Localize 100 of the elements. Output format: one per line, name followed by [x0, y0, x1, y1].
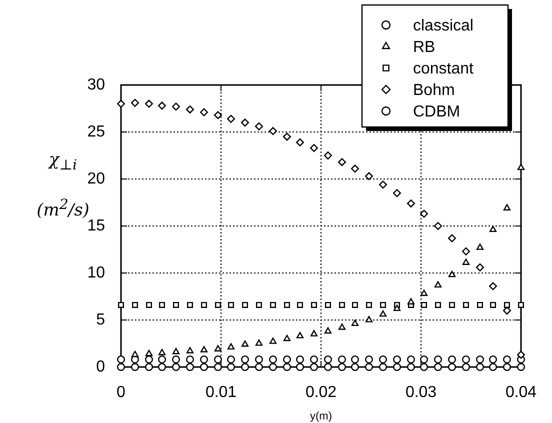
point	[393, 363, 401, 371]
point	[324, 302, 332, 308]
point	[420, 210, 428, 218]
point	[255, 122, 263, 130]
point	[420, 355, 428, 364]
point	[462, 247, 470, 256]
point	[338, 363, 346, 371]
legend-label: Bohm	[413, 82, 455, 99]
point	[158, 102, 166, 110]
point	[284, 302, 290, 308]
point	[296, 138, 304, 146]
point	[256, 302, 262, 308]
point	[489, 363, 497, 371]
x-tick-label: 0.01	[205, 384, 237, 402]
point	[338, 158, 346, 166]
point	[366, 302, 372, 308]
point	[324, 363, 332, 371]
point	[131, 363, 139, 371]
y-tick-label: 25	[87, 123, 106, 140]
point	[476, 263, 484, 272]
point	[310, 144, 318, 152]
point	[517, 164, 525, 170]
point	[351, 355, 359, 364]
point	[186, 105, 194, 114]
point	[448, 234, 456, 242]
point	[200, 355, 208, 364]
point	[351, 164, 359, 173]
text: χ$_{⊥i}$ (m$^{2}$/s)	[36, 150, 90, 222]
point	[214, 302, 222, 308]
y-tick-label: 30	[87, 76, 106, 94]
point	[448, 302, 456, 308]
point	[489, 282, 497, 290]
point	[145, 355, 153, 364]
point	[324, 152, 332, 160]
point	[269, 338, 277, 344]
point	[380, 302, 386, 308]
point	[476, 244, 484, 250]
legend-label: CDBM	[413, 103, 460, 120]
point	[227, 355, 235, 364]
point	[186, 302, 194, 308]
point	[186, 363, 194, 371]
point	[241, 355, 249, 364]
point	[227, 363, 235, 371]
point	[448, 355, 456, 364]
point	[132, 302, 138, 308]
point	[269, 363, 277, 371]
y-tick-label: 20	[87, 170, 106, 188]
point	[310, 355, 318, 364]
point	[131, 350, 139, 358]
point	[324, 327, 332, 334]
x-tick-label: 0	[116, 384, 126, 402]
point	[145, 363, 153, 371]
point	[351, 320, 359, 326]
point	[117, 100, 125, 108]
point	[434, 302, 442, 308]
point	[227, 114, 235, 123]
point	[338, 302, 346, 308]
point	[489, 355, 497, 364]
point	[200, 363, 208, 371]
point	[517, 350, 525, 359]
point	[241, 118, 249, 127]
legend-label: classical	[413, 17, 474, 34]
point	[503, 204, 511, 210]
point	[503, 363, 511, 371]
point	[283, 363, 291, 371]
point	[283, 355, 291, 364]
point	[186, 355, 194, 364]
point	[351, 363, 359, 371]
x-axis-title: y(m)	[310, 410, 332, 422]
point	[490, 302, 496, 308]
point	[462, 355, 470, 364]
point	[407, 363, 415, 371]
point	[158, 302, 166, 308]
point	[434, 355, 442, 364]
point	[420, 302, 428, 308]
point	[269, 127, 277, 136]
point	[379, 180, 387, 189]
point	[270, 302, 276, 308]
point	[214, 345, 222, 352]
point	[310, 363, 318, 371]
point	[296, 332, 304, 338]
point	[352, 302, 358, 308]
point	[214, 111, 222, 120]
point	[214, 355, 222, 364]
point	[296, 363, 304, 371]
point	[476, 355, 484, 364]
point	[172, 348, 180, 354]
point	[420, 290, 428, 296]
point	[462, 258, 470, 265]
point	[448, 363, 456, 371]
point	[158, 363, 166, 371]
point	[117, 363, 125, 371]
point	[489, 226, 497, 232]
x-tick-label: 0.03	[405, 384, 437, 402]
legend-label: RB	[413, 38, 436, 56]
point	[365, 172, 373, 180]
point	[420, 363, 428, 371]
point	[448, 270, 456, 278]
point	[407, 199, 415, 208]
point	[462, 302, 470, 308]
